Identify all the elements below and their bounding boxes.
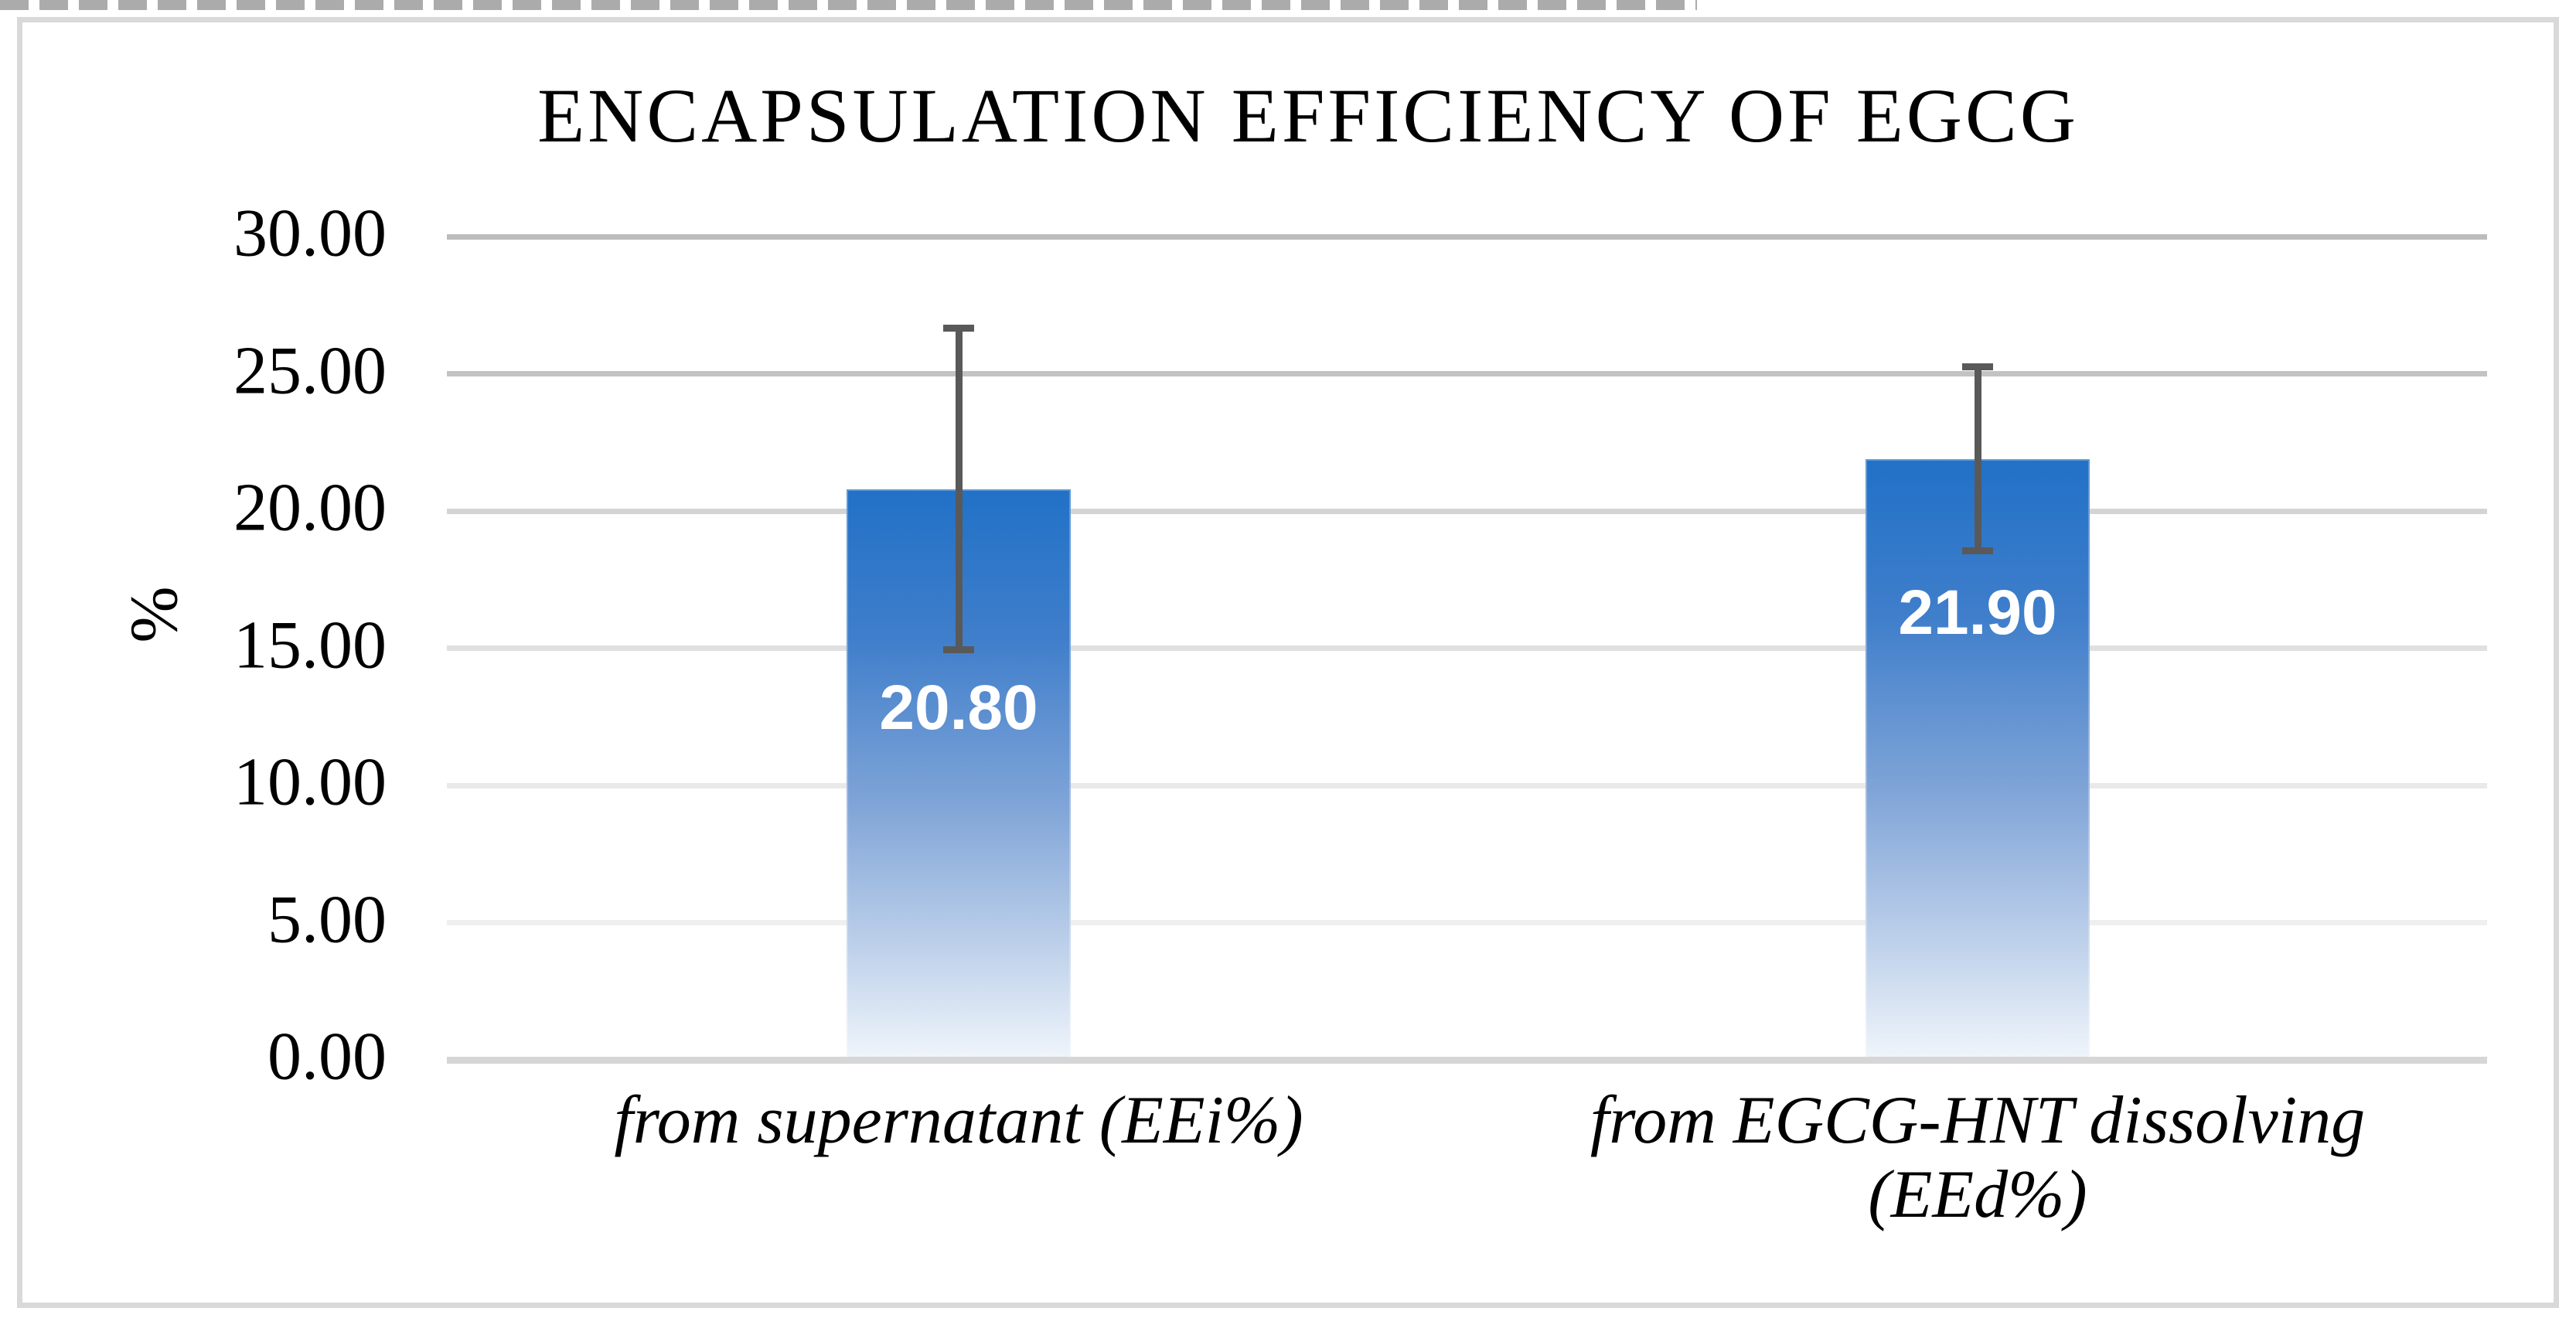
reference-dashed-line [0,0,1697,10]
category-label: from supernatant (EEi%) [614,1084,1303,1158]
y-axis-tick-label: 30.00 [233,196,387,271]
chart-outer-border [17,17,2559,1308]
y-axis-tick-label: 5.00 [267,881,387,957]
error-bar-line [1974,366,1981,551]
category-label-line: (EEd%) [1868,1157,2087,1232]
y-axis-tick-label: 20.00 [233,470,387,546]
x-axis-line [447,1056,2487,1064]
gridline [447,782,2487,789]
gridline [447,645,2487,651]
error-bar-line [955,328,963,650]
gridline [447,371,2487,376]
bar-value-label: 20.80 [879,672,1038,743]
y-axis-tick-label: 0.00 [267,1019,387,1095]
error-bar-top-cap [1962,363,1993,371]
error-bar-top-cap [943,325,974,332]
category-label-line: from supernatant (EEi%) [614,1083,1303,1158]
gridline [447,920,2487,925]
y-axis-tick-label: 10.00 [233,744,387,820]
y-axis-tick-label: 25.00 [233,332,387,408]
error-bar-bottom-cap [1962,547,1993,554]
gridline [447,233,2487,240]
error-bar-bottom-cap [943,645,974,653]
bar-value-label: 21.90 [1898,577,2057,648]
gridline [447,508,2487,514]
bar [1866,458,2090,1060]
y-axis-tick-label: 15.00 [233,607,387,683]
category-label-line: from EGCG-HNT dissolving [1590,1083,2366,1158]
category-label: from EGCG-HNT dissolving (EEd%) [1590,1084,2365,1232]
chart-title: ENCAPSULATION EFFICIENCY OF EGCG [537,73,2079,158]
